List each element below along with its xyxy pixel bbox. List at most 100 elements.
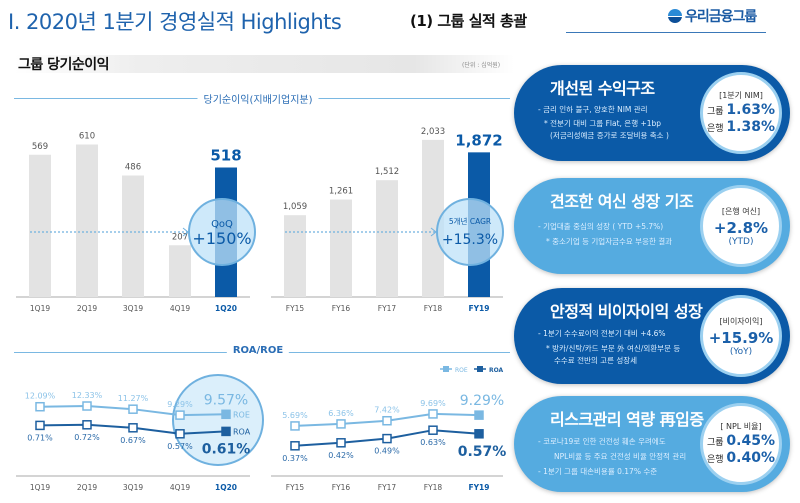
circle-note: (YoY) [729, 346, 753, 357]
row-value: 1.38% [726, 118, 775, 135]
panel-heading: 리스크관리 역량 再입증 [550, 410, 704, 429]
bar-1Q19 [29, 154, 51, 297]
growth-label: QoQ [211, 219, 233, 230]
roa-roe-chart-title: ROA/ROE [226, 345, 290, 356]
data-point-roa [35, 420, 45, 431]
data-point-roe [474, 410, 484, 420]
row-label: 은행 [706, 123, 724, 134]
growth-label: 5개년 CAGR [449, 216, 491, 226]
panel-risk: 리스크관리 역량 再입증 - 코로나19로 인한 건전성 훼손 우려에도 NPL… [514, 396, 790, 492]
tick-label: 3Q19 [123, 483, 143, 492]
panel-line: - 1분기 수수료이익 전분기 대비 +4.6% [538, 329, 666, 338]
row-value: 0.45% [726, 432, 775, 449]
row-label: 그룹 [706, 106, 724, 117]
tick-label: FY15 [286, 304, 305, 313]
legend-roa-label: ROA [489, 367, 504, 374]
data-label: 9.29% [167, 400, 193, 409]
circle-note: (YTD) [728, 236, 754, 247]
value-label: 2,033 [421, 127, 445, 137]
panel-line: (저금리성예금 증가로 조달비용 축소 ) [550, 131, 669, 140]
data-point-roa [128, 423, 138, 433]
panel-line: 수수료 전반의 고른 성장세 [554, 356, 638, 365]
data-point-roe [175, 410, 185, 420]
legend-roe-label: ROE [455, 367, 468, 374]
data-point-roe [382, 415, 392, 426]
tick-label: FY18 [424, 483, 443, 492]
data-label: 0.37% [282, 454, 308, 463]
circle-title: [은행 여신] [721, 206, 761, 216]
section-bar [14, 55, 514, 73]
data-label: 7.42% [374, 406, 400, 415]
data-label: 0.71% [27, 433, 53, 442]
tick-label: FY19 [469, 483, 490, 492]
circle-title: [1분기 NIM] [719, 90, 763, 100]
bar-4Q19 [169, 245, 191, 297]
panel-nim: 개선된 수익구조 - 금리 인하 불구, 양호한 NIM 관리 * 전분기 대비… [514, 65, 790, 161]
panel-line: NPL비율 등 주요 건전성 비율 안정적 관리 [554, 452, 687, 461]
value-label: 207 [172, 232, 188, 242]
inline-series-label: ROE [233, 410, 250, 419]
tick-label: 4Q19 [170, 483, 190, 492]
panel-line: - 기업대출 중심의 성장 ( YTD +5.7%) [538, 222, 664, 231]
data-label: 12.09% [25, 392, 56, 401]
unit-label: (단위 : 십억원) [462, 62, 501, 69]
section-title: 그룹 당기순이익 [18, 57, 110, 73]
circle-title: [비이자이익] [719, 316, 763, 326]
data-label: 0.42% [328, 451, 354, 460]
page-title: I. 2020년 1분기 경영실적 Highlights [8, 10, 342, 34]
non-interest-circle: [비이자이익] +15.9% (YoY) [700, 295, 782, 377]
data-label: 9.69% [420, 399, 446, 408]
data-label: 0.63% [420, 438, 446, 447]
data-label: 12.33% [72, 391, 103, 400]
value-label: 1,872 [455, 131, 502, 149]
tick-label: 1Q20 [215, 483, 237, 492]
value-label: 1,512 [375, 167, 399, 177]
tick-label: 2Q19 [77, 304, 97, 313]
data-point-roa [382, 433, 392, 444]
bar-3Q19 [122, 175, 144, 297]
data-point-roa [221, 426, 231, 437]
data-label: 0.67% [120, 436, 146, 445]
logo-text: 우리금융그룹 [685, 9, 757, 25]
data-point-roe [336, 419, 346, 429]
bar-FY17 [376, 180, 398, 297]
data-label: 0.57% [167, 442, 193, 451]
logo: 우리금융그룹 [668, 6, 757, 26]
net-income-chart-title: 당기순이익(지배기업지분) [197, 91, 319, 106]
bar-2Q19 [76, 144, 98, 297]
data-point-roe [428, 409, 438, 419]
tick-label: FY18 [424, 304, 443, 313]
title-divider [566, 32, 766, 33]
circle-title: [ NPL 비율] [720, 421, 762, 431]
data-label: 0.61% [202, 441, 251, 457]
value-label: 1,261 [329, 187, 353, 197]
panel-non-interest: 안정적 비이자이익 성장 - 1분기 수수료이익 전분기 대비 +4.6% * … [514, 288, 790, 384]
panel-heading: 개선된 수익구조 [550, 79, 655, 98]
circle-value: +15.9% [708, 328, 774, 347]
bar-FY18 [422, 139, 444, 297]
npl-circle: [ NPL 비율] 그룹 0.45% 은행 0.40% [700, 403, 782, 485]
data-label: 9.29% [460, 393, 504, 409]
nim-circle: [1분기 NIM] 그룹 1.63% 은행 1.38% [700, 72, 782, 154]
tick-label: FY16 [332, 483, 351, 492]
tick-label: 2Q19 [77, 483, 97, 492]
data-point-roa [336, 438, 346, 448]
growth-circle [188, 198, 256, 266]
tick-label: 1Q19 [30, 304, 50, 313]
legend-roa-marker [477, 366, 483, 372]
row-label: 은행 [706, 454, 724, 465]
growth-value: +15.3% [442, 232, 498, 248]
data-label: 0.57% [458, 444, 507, 460]
value-label: 610 [79, 132, 95, 142]
data-point-roa [290, 441, 300, 451]
tick-label: FY15 [286, 483, 305, 492]
data-label: 5.69% [282, 411, 308, 420]
growth-value: +150% [192, 229, 251, 248]
panel-loans: 견조한 여신 성장 기조 - 기업대출 중심의 성장 ( YTD +5.7%) … [514, 178, 790, 274]
row-label: 그룹 [706, 437, 724, 448]
data-label: 0.49% [374, 447, 400, 456]
value-label: 486 [125, 163, 141, 173]
inline-series-label: ROA [233, 427, 251, 436]
tick-label: FY16 [332, 304, 351, 313]
value-label: 518 [210, 147, 241, 165]
